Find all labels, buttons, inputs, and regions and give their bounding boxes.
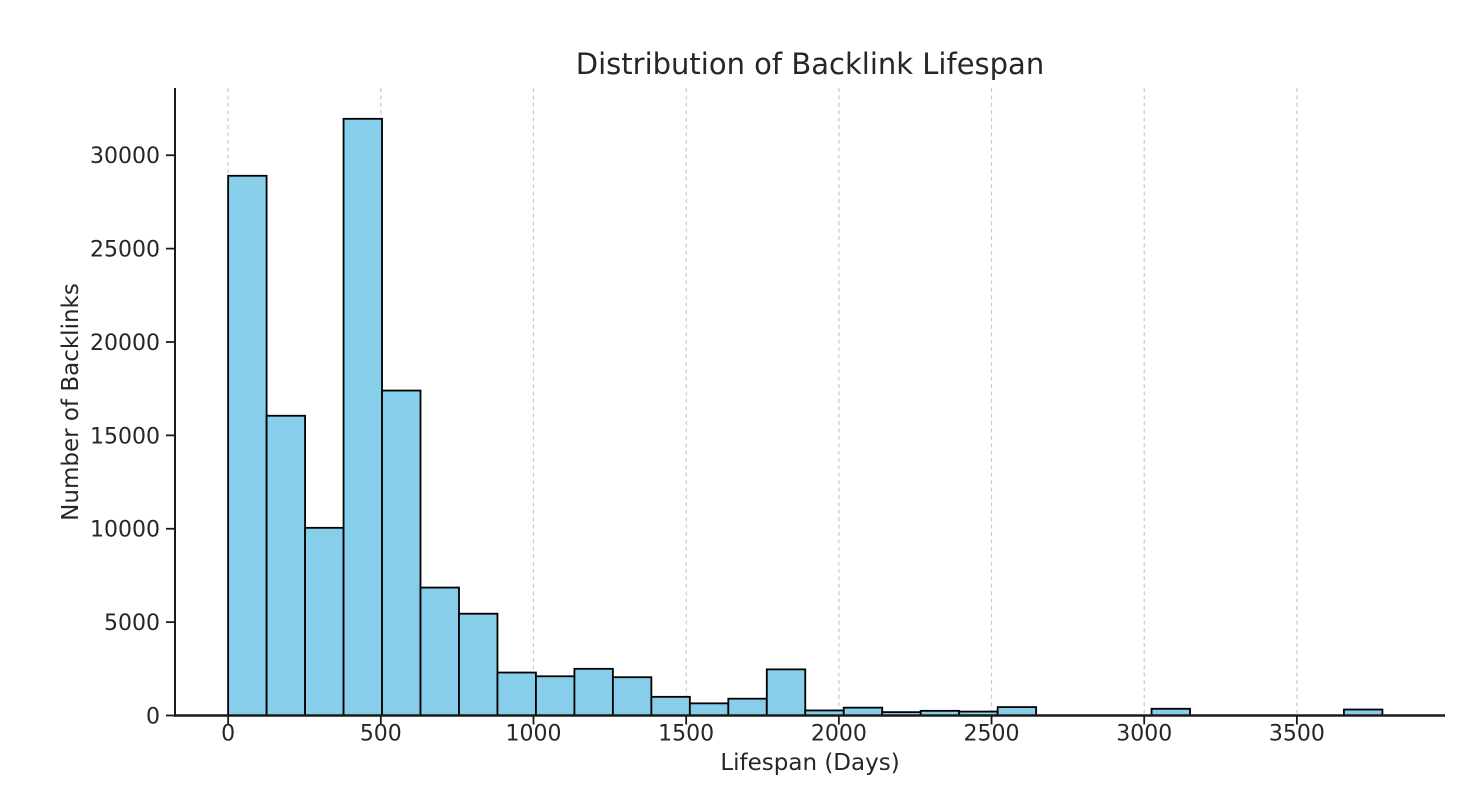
chart-title: Distribution of Backlink Lifespan	[576, 47, 1044, 81]
y-tick-label: 25000	[90, 238, 160, 263]
y-tick-label: 15000	[90, 424, 160, 449]
axes	[174, 88, 1445, 717]
bars	[227, 117, 1384, 717]
y-tick-label: 5000	[104, 611, 160, 636]
histogram-bar	[342, 117, 383, 717]
histogram-bar	[727, 697, 768, 717]
x-tick-label: 2000	[811, 722, 867, 747]
histogram-bar	[496, 671, 537, 717]
histogram-bar	[765, 668, 807, 717]
histogram-bar	[650, 695, 691, 717]
histogram-bar	[458, 612, 499, 717]
histogram-bar	[227, 174, 268, 717]
histogram-bar	[611, 676, 653, 717]
x-tick-label: 1500	[658, 722, 714, 747]
histogram-bar	[304, 526, 345, 717]
x-tick-label: 500	[360, 722, 402, 747]
x-tick-label: 3500	[1269, 722, 1325, 747]
y-tick-label: 10000	[90, 518, 160, 543]
histogram-bar	[381, 389, 422, 717]
histogram-bar	[535, 675, 576, 717]
histogram-bar	[419, 586, 460, 717]
y-axis-label: Number of Backlinks	[58, 283, 84, 521]
histogram-bar	[688, 702, 730, 717]
x-tick-label: 2500	[964, 722, 1020, 747]
ticks: 0 500 1000 1500 2000 2500 3000 3500 0 5000 10000 15…	[90, 144, 1325, 746]
x-tick-label: 1000	[505, 722, 561, 747]
x-axis-label: Lifespan (Days)	[720, 750, 899, 776]
y-tick-label: 20000	[90, 331, 160, 356]
x-tick-label: 0	[221, 722, 235, 747]
y-tick-label: 30000	[90, 144, 160, 169]
histogram-bar	[265, 414, 306, 717]
x-tick-label: 3000	[1116, 722, 1172, 747]
y-tick-label: 0	[146, 705, 160, 730]
histogram-bar	[573, 667, 614, 717]
histogram-bar	[996, 706, 1038, 717]
